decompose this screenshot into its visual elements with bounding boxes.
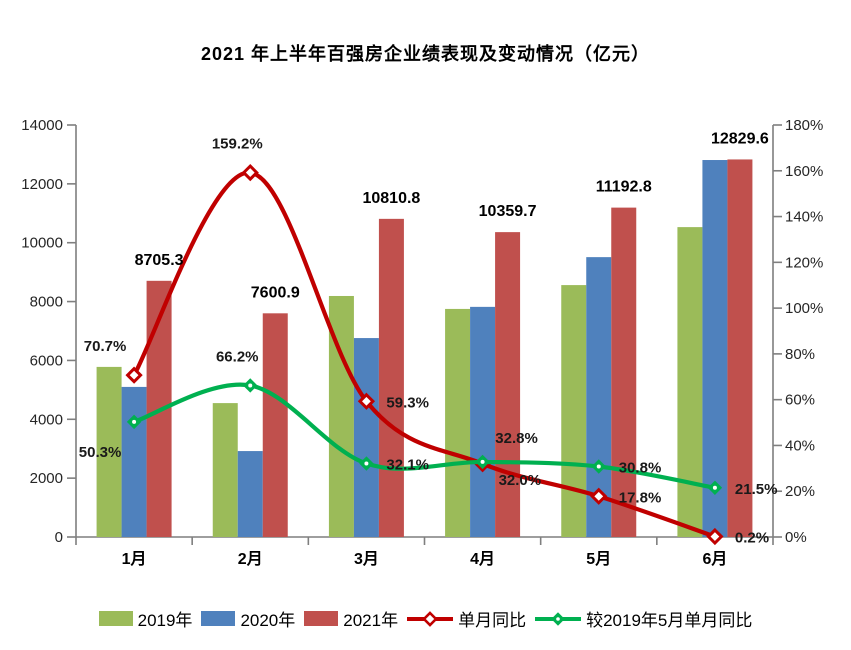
line-vs-2019-may — [133, 382, 716, 490]
line-label-monthly-yoy-6: 0.2% — [735, 530, 769, 547]
left-axis-tick-label: 14000 — [21, 117, 63, 134]
left-axis-tick-label: 10000 — [21, 235, 63, 252]
marker-monthly-yoy-3 — [357, 392, 376, 410]
left-axis-tick-label: 12000 — [21, 176, 63, 193]
x-axis-category-label: 4月 — [470, 550, 495, 568]
line-label-monthly-yoy-1: 70.7% — [84, 338, 127, 355]
legend-label-2019: 2019年 — [137, 611, 193, 630]
left-axis-tick-label: 2000 — [30, 470, 63, 487]
bar-label-2021-3: 10810.8 — [362, 190, 420, 207]
line-label-monthly-yoy-2: 159.2% — [212, 136, 263, 153]
bar-2020-2 — [237, 451, 263, 537]
line-label-monthly-yoy-4: 32.0% — [499, 472, 542, 489]
bar-label-2021-1: 8705.3 — [135, 252, 184, 269]
marker-monthly-yoy-6 — [706, 527, 724, 546]
bar-label-2021-2: 7600.9 — [251, 284, 300, 301]
left-axis-tick-label: 6000 — [30, 352, 63, 369]
bar-2019-1 — [96, 366, 122, 537]
legend-label-2020: 2020年 — [240, 611, 296, 630]
line-label-vs-2019-may-4: 32.8% — [495, 430, 538, 447]
right-axis-tick-label: 80% — [785, 346, 815, 363]
legend-label-monthly-yoy: 单月同比 — [458, 611, 527, 630]
bar-2021-5 — [611, 207, 637, 538]
legend-item-2020: 2020年 — [201, 606, 295, 631]
legend-swatch-2020 — [201, 611, 236, 626]
bar-2021-6 — [727, 159, 753, 537]
legend-swatch-2021 — [304, 611, 339, 626]
bar-2019-5 — [561, 285, 587, 537]
line-label-monthly-yoy-5: 17.8% — [619, 489, 662, 506]
right-axis-tick-label: 140% — [785, 209, 823, 226]
marker-dot-vs-2019-may-6 — [712, 485, 717, 490]
right-axis-tick-label: 40% — [785, 437, 815, 454]
right-axis-tick-label: 180% — [785, 117, 823, 134]
x-axis-category-label: 3月 — [354, 550, 379, 568]
bar-label-2021-5: 11192.8 — [596, 179, 652, 196]
right-axis-tick-label: 120% — [785, 254, 823, 271]
legend-line-marker-vs-2019-may — [535, 611, 582, 626]
marker-dot-vs-2019-may-3 — [364, 461, 369, 466]
line-label-vs-2019-may-6: 21.5% — [735, 481, 778, 498]
legend-line-marker-monthly-yoy — [407, 610, 454, 627]
bar-2021-3 — [378, 218, 404, 537]
bar-2020-6 — [702, 160, 728, 537]
chart-title: 2021 年上半年百强房企业绩表现及变动情况（亿元） — [200, 44, 651, 64]
marker-monthly-yoy-5 — [590, 487, 608, 505]
chart-legend: 2019年 2020年 2021年 单月同比 较2019年5月单月同比 — [0, 606, 851, 631]
left-axis-tick-label: 0 — [55, 529, 63, 546]
marker-dot-vs-2019-may-4 — [480, 459, 485, 464]
legend-label-2021: 2021年 — [343, 611, 399, 630]
bar-2020-4 — [470, 306, 496, 537]
x-axis-category-label: 2月 — [238, 550, 263, 568]
line-label-vs-2019-may-5: 30.8% — [619, 460, 662, 477]
bar-label-2021-4: 10359.7 — [479, 203, 537, 220]
x-axis-category-label: 1月 — [122, 550, 147, 568]
legend-item-2019: 2019年 — [98, 606, 193, 631]
bar-2020-1 — [121, 386, 147, 537]
marker-dot-vs-2019-may-1 — [132, 419, 137, 424]
line-label-vs-2019-may-3: 32.1% — [386, 457, 429, 474]
line-label-monthly-yoy-3: 59.3% — [386, 394, 429, 411]
bar-2020-3 — [353, 338, 379, 537]
right-axis-tick-label: 0% — [785, 529, 807, 546]
left-axis-tick-label: 8000 — [30, 294, 63, 311]
bar-label-2021-6: 12829.6 — [711, 130, 769, 147]
x-axis-category-label: 5月 — [586, 550, 611, 568]
right-axis-tick-label: 20% — [785, 483, 815, 500]
legend-item-vs-2019-may: 较2019年5月单月同比 — [535, 606, 752, 631]
line-label-vs-2019-may-1: 50.3% — [79, 444, 122, 461]
right-axis-tick-label: 160% — [785, 163, 823, 180]
x-axis-category-label: 6月 — [702, 550, 727, 568]
bar-2021-4 — [495, 232, 521, 537]
marker-monthly-yoy-2 — [241, 163, 259, 182]
legend-item-2021: 2021年 — [304, 606, 398, 631]
bar-2019-6 — [677, 227, 703, 538]
marker-dot-vs-2019-may-5 — [596, 464, 601, 469]
left-axis-tick-label: 4000 — [30, 411, 63, 428]
marker-dot-vs-2019-may-2 — [248, 383, 253, 388]
legend-label-vs-2019-may: 较2019年5月单月同比 — [586, 611, 753, 630]
bar-2021-2 — [262, 313, 288, 537]
marker-monthly-yoy-1 — [125, 366, 143, 384]
bar-2019-2 — [212, 403, 238, 537]
legend-swatch-2019 — [98, 611, 133, 626]
legend-item-monthly-yoy: 单月同比 — [407, 606, 526, 631]
right-axis-tick-label: 60% — [785, 392, 815, 409]
bar-2019-4 — [445, 308, 471, 537]
right-axis-tick-label: 100% — [785, 300, 823, 317]
line-label-vs-2019-may-2: 66.2% — [216, 348, 259, 365]
